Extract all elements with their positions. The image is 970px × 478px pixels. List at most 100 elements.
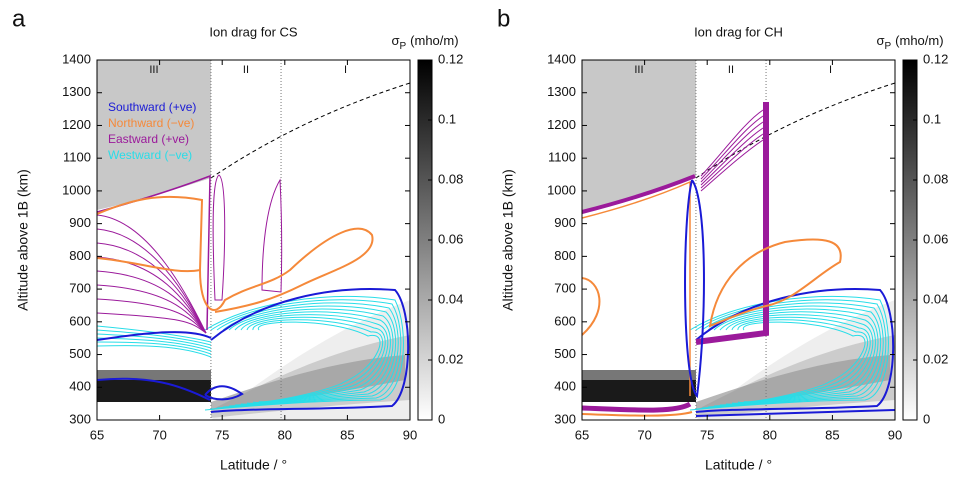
contour bbox=[684, 179, 705, 399]
y-tick-label: 800 bbox=[554, 248, 576, 263]
region-label: II bbox=[243, 64, 249, 76]
contour bbox=[234, 311, 391, 406]
panel-label: a bbox=[12, 5, 26, 32]
colorbar-tick-label: 0.02 bbox=[923, 351, 948, 366]
colorbar-tick-label: 0.1 bbox=[923, 111, 941, 126]
panel-label: b bbox=[497, 5, 510, 32]
region-label: III bbox=[149, 64, 158, 76]
region-shade bbox=[582, 60, 696, 210]
y-tick-label: 1000 bbox=[62, 182, 91, 197]
contour bbox=[97, 329, 212, 346]
y-tick-label: 500 bbox=[554, 346, 576, 361]
panel: 65 70 75 80 85 90 300 400 500 600 700 800 900 1000 110… bbox=[12, 5, 463, 472]
contour bbox=[228, 308, 394, 407]
contour bbox=[97, 341, 212, 355]
colorbar-tick-label: 0.06 bbox=[923, 231, 948, 246]
contour bbox=[97, 284, 207, 334]
colorbar-symbol: σ bbox=[876, 33, 884, 48]
region-shade bbox=[97, 60, 211, 210]
y-tick-label: 900 bbox=[69, 215, 91, 230]
contour bbox=[97, 228, 207, 334]
contour bbox=[258, 321, 381, 403]
colorbar-label: σP (mho/m) bbox=[876, 33, 943, 51]
contour bbox=[97, 270, 207, 334]
contour bbox=[252, 319, 384, 403]
colorbar-label: σP (mho/m) bbox=[391, 33, 458, 51]
contour bbox=[743, 321, 866, 403]
legend-entry: Eastward (+ve) bbox=[108, 132, 189, 146]
x-tick-label: 70 bbox=[637, 427, 651, 442]
region-label: I bbox=[344, 64, 347, 76]
x-axis-label: Latitude / ° bbox=[705, 457, 772, 473]
y-tick-label: 300 bbox=[554, 411, 576, 426]
contour bbox=[582, 174, 696, 214]
contour bbox=[216, 302, 399, 409]
colorbar-tick-label: 0.12 bbox=[438, 51, 463, 66]
colorbar-tick-label: 0.08 bbox=[438, 171, 463, 186]
contour bbox=[695, 409, 895, 417]
contour bbox=[582, 401, 692, 413]
colorbar-tick-label: 0 bbox=[923, 411, 930, 426]
colorbar-tick-label: 0 bbox=[438, 411, 445, 426]
x-tick-label: 80 bbox=[278, 427, 292, 442]
contour bbox=[700, 121, 764, 183]
y-tick-label: 1300 bbox=[62, 84, 91, 99]
contour bbox=[97, 331, 212, 341]
x-tick-label: 85 bbox=[825, 427, 839, 442]
colorbar-tick-label: 0.08 bbox=[923, 171, 948, 186]
y-tick-label: 900 bbox=[554, 215, 576, 230]
shading bbox=[97, 370, 211, 380]
legend-entry: Southward (+ve) bbox=[108, 100, 196, 114]
region-label: III bbox=[634, 64, 643, 76]
colorbar-subscript: P bbox=[399, 41, 406, 52]
contour bbox=[700, 127, 764, 186]
x-tick-label: 75 bbox=[700, 427, 714, 442]
x-tick-label: 65 bbox=[90, 427, 104, 442]
contour bbox=[210, 288, 410, 413]
colorbar-unit: (mho/m) bbox=[895, 33, 943, 48]
y-tick-label: 500 bbox=[69, 346, 91, 361]
y-tick-label: 600 bbox=[554, 313, 576, 328]
y-axis-label: Altitude above 1B (km) bbox=[15, 169, 31, 311]
legend-entry: Westward (−ve) bbox=[108, 148, 192, 162]
contour bbox=[261, 178, 283, 293]
shading bbox=[696, 355, 890, 410]
y-tick-label: 1000 bbox=[547, 182, 576, 197]
contour bbox=[97, 333, 212, 349]
shading bbox=[582, 370, 696, 380]
y-tick-label: 700 bbox=[69, 281, 91, 296]
y-tick-label: 300 bbox=[69, 411, 91, 426]
y-tick-label: 800 bbox=[69, 248, 91, 263]
shading bbox=[211, 355, 405, 410]
x-tick-label: 90 bbox=[403, 427, 417, 442]
y-tick-label: 1200 bbox=[62, 117, 91, 132]
x-tick-label: 70 bbox=[152, 427, 166, 442]
plot-frame bbox=[96, 59, 411, 421]
contour bbox=[731, 316, 871, 404]
y-tick-label: 1400 bbox=[547, 51, 576, 66]
colorbar-unit: (mho/m) bbox=[410, 33, 458, 48]
shading bbox=[582, 380, 696, 402]
y-tick-label: 600 bbox=[69, 313, 91, 328]
colorbar-tick-label: 0.1 bbox=[438, 111, 456, 126]
colorbar-tick-label: 0.04 bbox=[923, 291, 948, 306]
x-tick-label: 75 bbox=[215, 427, 229, 442]
colorbar-tick-label: 0.04 bbox=[438, 291, 463, 306]
legend-entry: Northward (−ve) bbox=[108, 116, 194, 130]
y-tick-label: 400 bbox=[69, 379, 91, 394]
x-tick-label: 65 bbox=[575, 427, 589, 442]
contour bbox=[97, 345, 212, 358]
contour bbox=[97, 377, 211, 401]
contour bbox=[713, 308, 879, 407]
contour bbox=[97, 242, 207, 334]
ionosphere-top bbox=[695, 82, 895, 179]
contour bbox=[707, 305, 882, 408]
colorbar-tick-label: 0.06 bbox=[438, 231, 463, 246]
colorbar-symbol: σ bbox=[391, 33, 399, 48]
colorbar-tick-label: 0.12 bbox=[923, 51, 948, 66]
region-label: II bbox=[728, 64, 734, 76]
chart-title: Ion drag for CH bbox=[694, 24, 783, 39]
x-tick-label: 80 bbox=[763, 427, 777, 442]
y-tick-label: 1100 bbox=[63, 150, 91, 165]
contour bbox=[240, 314, 389, 405]
